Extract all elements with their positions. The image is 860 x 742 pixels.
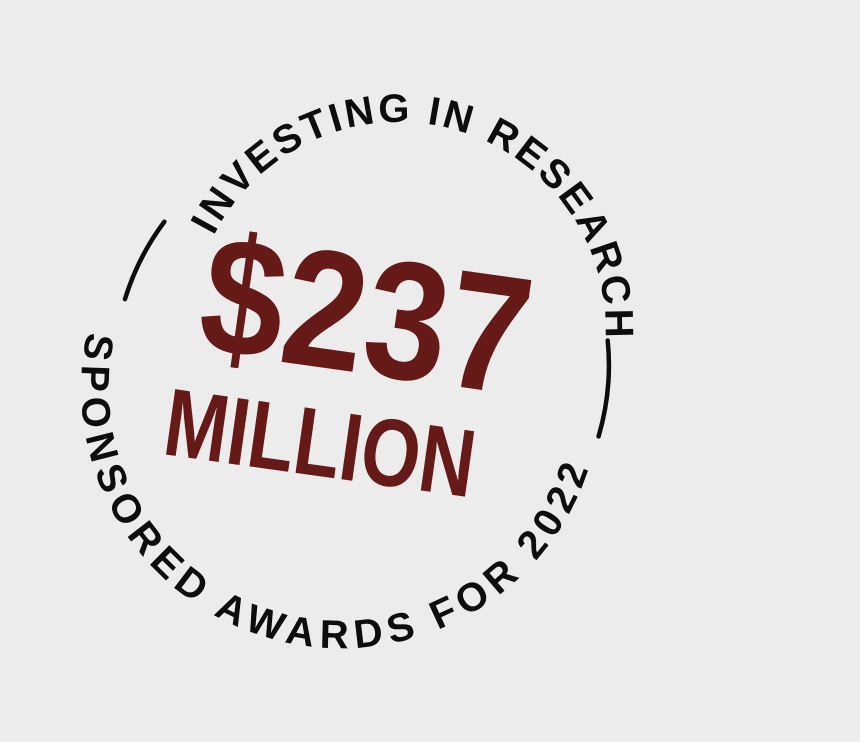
ring-left-arc: [122, 219, 167, 302]
amount-figure: $237: [190, 199, 543, 431]
ring-right-arc: [596, 338, 612, 439]
